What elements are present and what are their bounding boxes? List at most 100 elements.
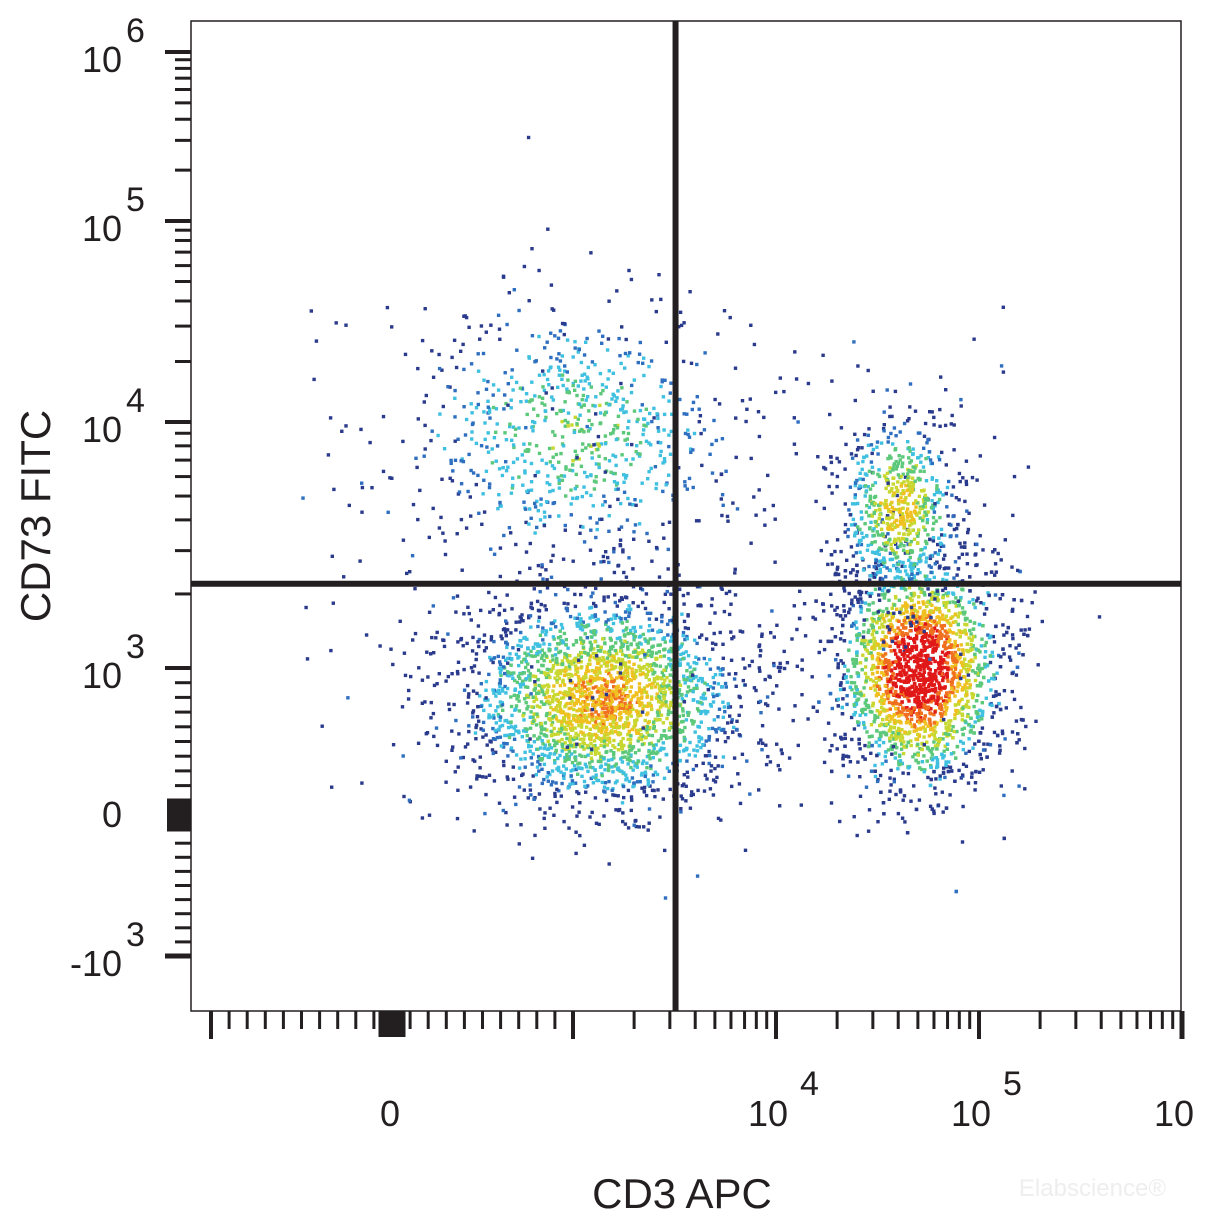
event-dot (627, 268, 631, 273)
event-dot (580, 708, 585, 713)
event-dot (682, 602, 686, 606)
event-dot (850, 737, 854, 742)
event-dot (621, 662, 625, 667)
event-dot (943, 702, 947, 706)
event-dot (711, 692, 715, 696)
event-dot (579, 617, 583, 621)
event-dot (508, 422, 512, 426)
event-dot (559, 696, 564, 700)
event-dot (510, 657, 514, 661)
event-dot (650, 668, 654, 672)
event-dot (575, 790, 579, 794)
event-dot (686, 685, 691, 689)
event-dot (416, 366, 420, 371)
event-dot (871, 702, 875, 706)
event-dot (716, 682, 721, 686)
event-dot (530, 425, 534, 429)
event-dot (555, 697, 559, 701)
event-dot (629, 390, 634, 395)
event-dot (730, 718, 734, 722)
event-dot (707, 749, 711, 754)
event-dot (659, 384, 663, 389)
event-dot (549, 669, 553, 673)
event-dot (710, 442, 714, 447)
event-dot (511, 646, 515, 650)
event-dot (491, 726, 495, 731)
event-dot (599, 645, 603, 649)
event-dot (597, 454, 601, 458)
event-dot (951, 600, 955, 604)
event-dot (872, 720, 876, 724)
event-dot (576, 698, 580, 702)
event-dot (528, 749, 532, 753)
event-dot (605, 680, 610, 684)
event-dot (629, 795, 634, 799)
event-dot (568, 667, 572, 671)
event-dot (505, 656, 510, 661)
event-dot (639, 499, 643, 503)
event-dot (596, 644, 600, 648)
event-dot (901, 771, 905, 775)
event-dot (591, 591, 595, 595)
event-dot (545, 775, 549, 779)
event-dot (619, 757, 623, 761)
event-dot (714, 730, 719, 734)
event-dot (654, 743, 658, 747)
event-dot (1011, 636, 1015, 641)
event-dot (895, 711, 899, 716)
event-dot (515, 348, 519, 352)
event-dot (562, 601, 566, 605)
event-dot (705, 683, 709, 687)
event-dot (686, 713, 690, 717)
event-dot (909, 799, 913, 803)
event-dot (537, 769, 541, 773)
event-dot (710, 597, 714, 601)
event-dot (514, 704, 519, 708)
event-dot (560, 435, 565, 439)
event-dot (537, 268, 541, 273)
event-dot (711, 793, 716, 797)
event-dot (536, 624, 540, 629)
event-dot (959, 595, 963, 600)
event-dot (581, 645, 586, 649)
event-dot (629, 643, 633, 647)
event-dot (691, 690, 695, 694)
event-dot (598, 371, 603, 376)
event-dot (652, 406, 656, 411)
event-dot (627, 419, 631, 423)
event-dot (854, 573, 859, 578)
event-dot (628, 758, 632, 763)
event-dot (565, 370, 569, 374)
event-dot (654, 309, 658, 314)
event-dot (912, 640, 917, 645)
event-dot (486, 399, 490, 403)
event-dot (553, 676, 557, 680)
event-dot (554, 715, 558, 719)
event-dot (555, 800, 559, 805)
event-dot (549, 365, 553, 369)
event-dot (504, 691, 508, 695)
event-dot (644, 592, 649, 596)
event-dot (472, 829, 476, 833)
event-dot (589, 594, 593, 599)
event-dot (965, 552, 969, 556)
event-dot (577, 681, 581, 686)
event-dot (965, 686, 969, 690)
event-dot (684, 784, 688, 788)
event-dot (544, 461, 549, 466)
event-dot (643, 772, 648, 776)
event-dot (569, 769, 573, 773)
event-dot (579, 702, 583, 706)
event-dot (971, 724, 975, 729)
event-dot (603, 457, 607, 461)
event-dot (602, 733, 607, 737)
event-dot (553, 433, 557, 437)
event-dot (569, 513, 573, 517)
event-dot (503, 371, 507, 375)
event-dot (938, 777, 942, 781)
event-dot (924, 560, 928, 564)
event-dot (561, 408, 565, 413)
event-dot (531, 654, 535, 659)
event-dot (566, 786, 570, 790)
event-dot (760, 632, 764, 636)
